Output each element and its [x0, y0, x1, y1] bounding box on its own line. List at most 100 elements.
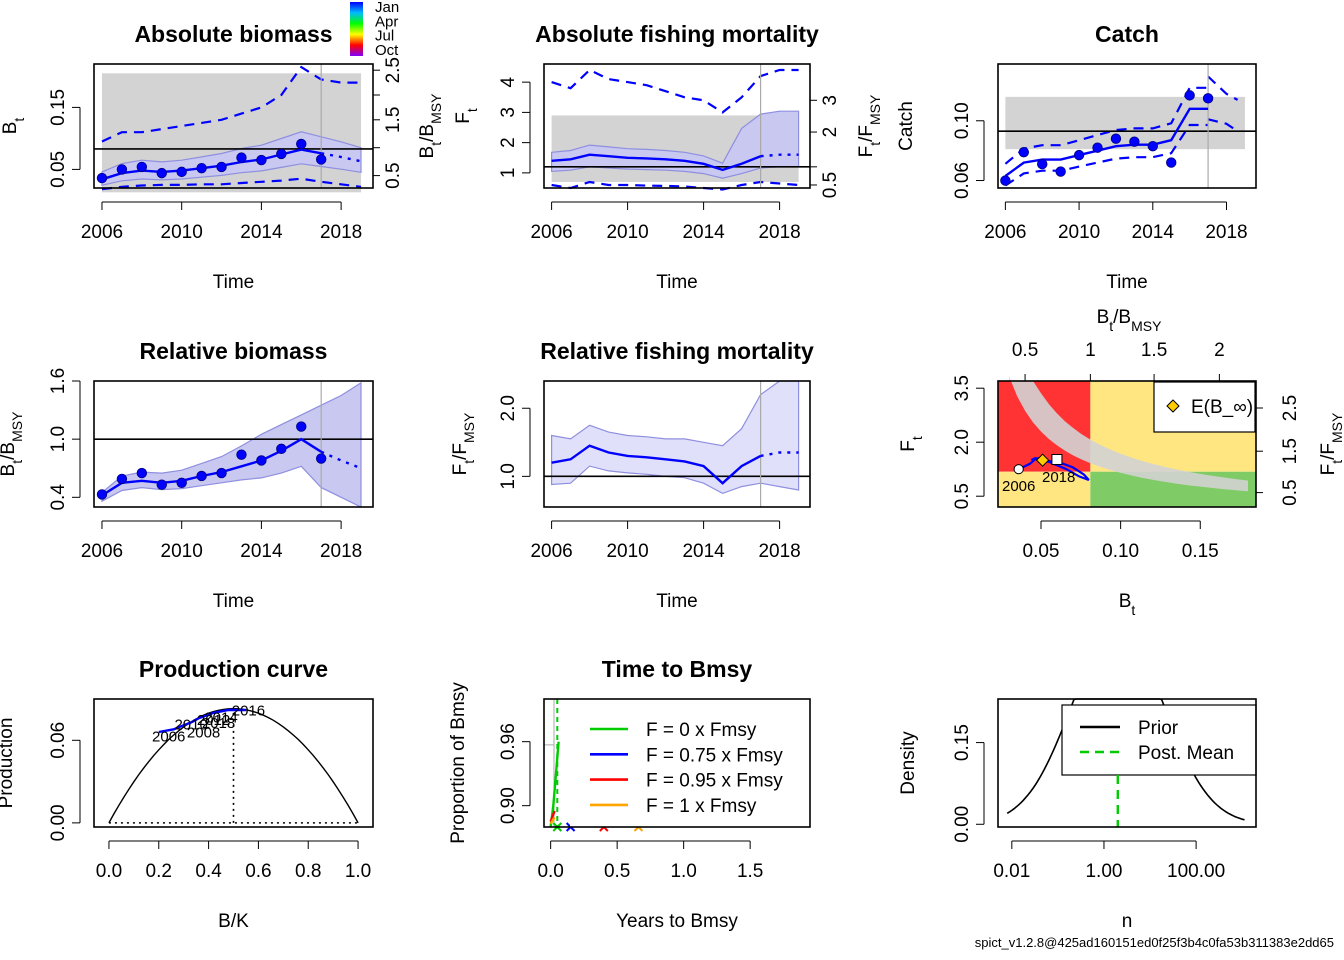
plot-frame — [997, 698, 1257, 828]
label-part: Time — [213, 272, 255, 293]
y-axis-label: Bt — [0, 118, 27, 135]
forecast-upper-line — [1207, 75, 1239, 101]
y2-tick-label: 3 — [820, 95, 841, 106]
season-color-bar — [350, 2, 363, 56]
forecast-line — [760, 153, 799, 158]
top-tick-label: 0.5 — [1012, 340, 1038, 361]
label-sub: t — [909, 436, 925, 440]
label-part: Time — [1106, 272, 1148, 293]
label-part: Catch — [896, 101, 917, 151]
panel-rel-biomass: Relative biomass 2006 2010 2014 2018 0.4 1.0 1.… — [0, 338, 374, 612]
x-axis-label: Time — [656, 591, 698, 612]
label-sub: t — [1109, 318, 1113, 334]
label-part: /B — [1113, 307, 1131, 328]
year-label: 2018 — [202, 715, 235, 732]
label-part: n — [1122, 911, 1133, 932]
x-tick-label: 1.00 — [1085, 861, 1122, 882]
label-part: /B — [417, 124, 438, 142]
label-part: Production — [0, 718, 17, 809]
observed-point — [156, 479, 167, 490]
observed-point — [216, 161, 227, 173]
y-tick-label: 0.10 — [952, 102, 973, 139]
series-line-red — [549, 810, 556, 823]
y2-axis-label: Ft/FMSY — [856, 94, 883, 157]
y-tick-label: 3.5 — [952, 375, 973, 401]
confidence-band — [1009, 376, 1248, 492]
y2-axis-label: Ft/FMSY — [1318, 412, 1344, 475]
y-tick-label: 1 — [498, 168, 519, 179]
panel-kobe: 2006 2018 E(B_∞) 0.05 0.10 0.15 0.5 2.0 3.5 0.5 1 1… — [898, 307, 1344, 618]
y-tick-label: 0.5 — [952, 483, 973, 509]
label-part: /K — [231, 911, 249, 932]
label-sub: t — [1329, 460, 1344, 464]
observed-point — [1184, 90, 1195, 101]
season-label: Apr — [375, 13, 398, 30]
label-part: B — [218, 911, 231, 932]
forecast-line — [320, 152, 362, 163]
y-axis-label: Proportion of Bmsy — [448, 682, 469, 844]
observed-point — [196, 470, 207, 482]
y-tick-label: 1.0 — [48, 426, 69, 452]
panel-rel-fishing: Relative fishing mortality 2006 2010 2014 20… — [450, 338, 814, 612]
confidence-band — [101, 381, 362, 508]
observed-point — [1000, 175, 1011, 186]
x-tick-label: 2006 — [530, 541, 572, 562]
x-tick-label: 2014 — [240, 222, 283, 243]
observed-point — [256, 455, 267, 466]
x-tick-label: 2006 — [984, 222, 1026, 243]
label-sub: t — [464, 108, 480, 112]
x-axis-label: Years to Bmsy — [616, 911, 738, 932]
y-tick-label: 0.00 — [48, 804, 69, 841]
label-part: /F — [856, 125, 877, 142]
y2-tick-label: 0.5 — [820, 172, 841, 198]
panel-title: Relative biomass — [140, 338, 328, 364]
observed-point — [315, 453, 327, 464]
label-part: /B — [0, 442, 19, 460]
legend-label: Prior — [1138, 718, 1179, 739]
plot-frame — [997, 380, 1257, 508]
plot-frame — [997, 63, 1257, 189]
x-tick-label: 100.00 — [1167, 861, 1225, 882]
x-tick-label: 0.01 — [993, 861, 1030, 882]
y2-tick-label: 1.5 — [383, 107, 404, 133]
label-sub: MSY — [428, 93, 444, 124]
label-part: Density — [898, 731, 919, 795]
grey-interval-box — [1005, 96, 1245, 150]
label-part: Time — [656, 591, 698, 612]
label-part: /F — [450, 443, 471, 460]
label-part: B — [417, 146, 438, 159]
label-part: F — [856, 146, 877, 158]
panel-title: Time to Bmsy — [602, 656, 753, 682]
legend-label: F = 0.75 x Fmsy — [646, 745, 783, 766]
y-tick-label: 4 — [498, 76, 519, 87]
observed-point — [296, 138, 307, 150]
x-tick-label: 2006 — [530, 222, 572, 243]
label-sub: MSY — [9, 411, 25, 442]
label-part: B — [0, 464, 19, 477]
year-label: 2006 — [152, 729, 185, 746]
confidence-band — [551, 380, 800, 495]
panel-title: Absolute fishing mortality — [535, 21, 819, 47]
year-label: 2012 — [197, 712, 230, 729]
estimate-line — [551, 444, 762, 485]
legend-box — [1061, 704, 1257, 776]
observed-point — [1037, 158, 1048, 170]
trajectory-line — [158, 708, 246, 734]
plot-frame — [93, 380, 374, 508]
yellow-zone-bottom — [998, 471, 1091, 507]
observed-point — [1092, 142, 1103, 153]
x-axis-label: Time — [213, 591, 255, 612]
x-tick-label: 1.5 — [737, 861, 763, 882]
x-tick-label: 0.6 — [245, 861, 271, 882]
plot-frame — [543, 698, 811, 828]
y2-axis-label: Bt/BMSY — [417, 93, 444, 159]
y-tick-label: 1.6 — [48, 368, 69, 394]
year-label: 2016 — [232, 703, 265, 720]
label-part: B — [0, 122, 21, 135]
observed-point — [276, 443, 287, 455]
footer-version: spict_v1.2.8@425ad160151ed0f25f3b4c0fa53… — [975, 935, 1334, 950]
lower-ci-line — [551, 180, 799, 191]
x-tick-label: 2014 — [682, 222, 725, 243]
observed-point — [1073, 149, 1085, 161]
right-tick-label: 2.5 — [1280, 395, 1301, 421]
